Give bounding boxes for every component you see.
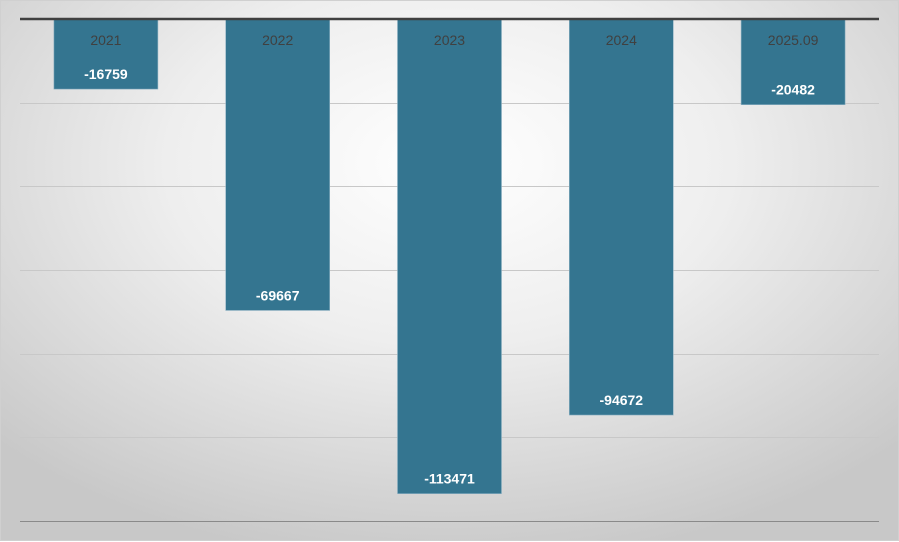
category-label: 2021 [90,32,121,48]
data-label: -94672 [600,392,644,408]
category-label: 2023 [434,32,465,48]
data-label: -113471 [424,471,475,487]
data-label: -20482 [771,82,815,98]
bar [568,18,674,416]
bar [397,18,502,494]
category-label: 2024 [606,32,637,48]
bar [225,18,330,311]
category-label: 2025.09 [768,32,819,48]
category-label: 2022 [262,32,293,48]
bar [740,18,846,105]
data-label: -69667 [256,287,300,303]
bar [53,18,159,90]
data-label: -16759 [84,66,128,82]
